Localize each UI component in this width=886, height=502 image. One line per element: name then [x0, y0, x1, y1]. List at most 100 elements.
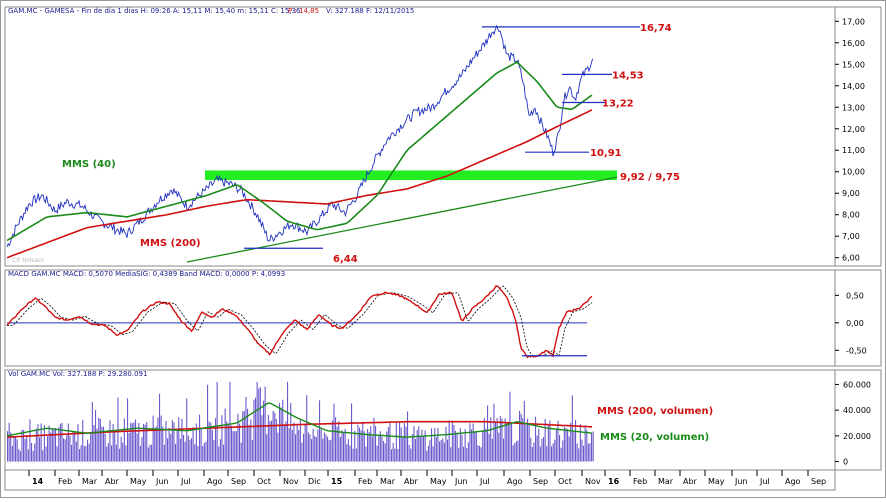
volume-bar: [421, 429, 423, 462]
macd-signal-series: [7, 285, 593, 358]
volume-bar: [399, 422, 401, 462]
vol-mms20-series: [6, 402, 593, 438]
volume-bar: [547, 424, 549, 462]
x-tick-label: Mar: [380, 477, 396, 486]
volume-bar: [376, 445, 378, 462]
volume-tick-label: 20.000: [843, 432, 871, 441]
volume-bar: [315, 437, 317, 462]
volume-bar: [549, 420, 551, 462]
volume-bar: [320, 429, 322, 462]
volume-bar: [96, 428, 98, 462]
volume-bar: [530, 437, 532, 462]
volume-bar: [275, 418, 277, 462]
volume-bar: [586, 429, 588, 462]
volume-bar: [229, 381, 231, 462]
price-tick-label: 16,00: [842, 39, 865, 48]
volume-bar: [250, 419, 252, 462]
volume-bar: [360, 430, 362, 462]
volume-bar: [306, 395, 308, 462]
volume-bar: [501, 418, 503, 462]
volume-bar: [237, 413, 239, 462]
volume-bar: [339, 437, 341, 462]
volume-bar: [211, 429, 213, 462]
volume-bar: [450, 447, 452, 462]
volume-bar: [517, 440, 519, 462]
volume-bar: [35, 428, 37, 462]
x-tick-label: Feb: [58, 477, 72, 486]
volume-bar: [83, 446, 85, 462]
volume-bar: [592, 431, 594, 462]
volume-bar: [466, 448, 468, 462]
volume-bar: [512, 445, 514, 462]
volume-bar: [562, 440, 564, 462]
volume-bar: [499, 416, 501, 462]
volume-bar: [387, 427, 389, 462]
volume-bar: [59, 423, 61, 462]
volume-bar: [200, 428, 202, 462]
mms40-series: [6, 61, 593, 242]
volume-bar: [367, 429, 369, 462]
volume-bar: [144, 424, 146, 462]
volume-bar: [368, 432, 370, 462]
volume-bar: [344, 428, 346, 462]
volume-bar: [178, 417, 180, 462]
volume-bar: [72, 432, 74, 462]
volume-bar: [309, 434, 311, 462]
volume-bar: [13, 436, 15, 462]
volume-bar: [218, 446, 220, 462]
volume-bar: [291, 429, 293, 462]
volume-bar: [509, 391, 511, 462]
volume-bar: [467, 442, 469, 462]
volume-bar: [490, 417, 492, 462]
volume-bar: [346, 444, 348, 462]
volume-bar: [397, 449, 399, 462]
level-label: 13,22: [602, 99, 634, 110]
macd-tick-label: 0,00: [846, 319, 864, 328]
volume-bar: [191, 438, 193, 462]
level-label: 16,74: [640, 23, 672, 34]
volume-bar: [210, 422, 212, 462]
volume-bar: [543, 437, 545, 462]
mms200-label: MMS (200): [140, 238, 201, 249]
volume-bar: [565, 428, 567, 462]
volume-bar: [314, 435, 316, 462]
volume-bar: [242, 411, 244, 462]
volume-bar: [418, 426, 420, 462]
volume-bar: [338, 421, 340, 462]
volume-bar: [434, 427, 436, 462]
volume-bar: [16, 439, 18, 462]
volume-bar: [215, 418, 217, 462]
volume-bar: [63, 438, 65, 462]
volume-bar: [115, 444, 117, 462]
volume-bar: [87, 439, 89, 462]
volume-bar: [287, 381, 289, 462]
price-tick-label: 6,00: [842, 254, 860, 263]
volume-bar: [538, 428, 540, 462]
volume-bar: [563, 426, 565, 462]
volume-bar: [58, 427, 60, 462]
volume-bar: [48, 425, 50, 462]
volume-bar: [219, 439, 221, 462]
volume-bar: [27, 449, 29, 462]
volume-bar: [317, 429, 319, 462]
volume-bar: [7, 431, 9, 462]
volume-bar: [472, 423, 474, 462]
volume-bar: [136, 433, 138, 462]
volume-bar: [205, 441, 207, 462]
volume-bar: [541, 438, 543, 462]
volume-bar: [127, 398, 129, 462]
price-series: [6, 24, 594, 248]
volume-bar: [379, 431, 381, 462]
volume-bar: [256, 381, 258, 462]
volume-bar: [322, 438, 324, 462]
volume-bar: [149, 444, 151, 462]
volume-bar: [458, 447, 460, 462]
volume-bar: [503, 438, 505, 462]
support-zone: [205, 170, 617, 181]
volume-bar: [589, 443, 591, 462]
volume-bar: [194, 444, 196, 462]
volume-bar: [74, 432, 76, 462]
volume-bar: [221, 415, 223, 462]
volume-bar: [111, 445, 113, 462]
volume-bar: [447, 439, 449, 462]
